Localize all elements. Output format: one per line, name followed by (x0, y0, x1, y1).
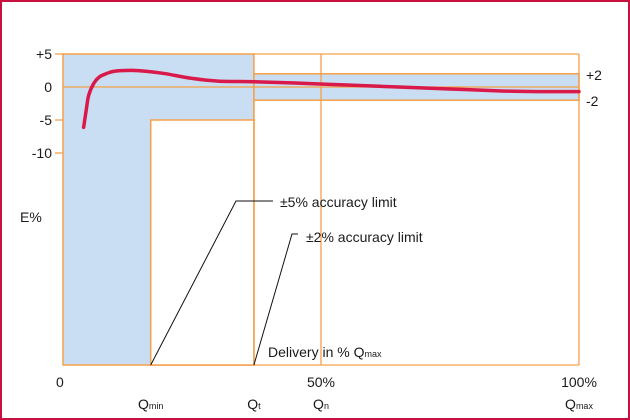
x-tick-q-label: Qmax (565, 396, 593, 412)
x-tick-q-main: Q (313, 396, 324, 412)
right-tick-label: +2 (586, 67, 602, 83)
x-tick-q-sub: min (149, 401, 164, 411)
x-tick-q-label: Qt (247, 396, 261, 412)
y-axis-label: E% (20, 209, 42, 225)
y-tick-labels: +5 0 -5 -10 (32, 46, 52, 161)
x-tick-q-label: Qn (313, 396, 329, 412)
x-tick-label: 0 (56, 374, 64, 390)
y-tick-label: -10 (32, 145, 52, 161)
x-tick-q-label: Qmin (138, 396, 163, 412)
right-tick-labels: +2 -2 (586, 67, 602, 109)
error-curve-layer (81, 68, 581, 130)
x-tick-q-main: Q (138, 396, 149, 412)
right-tick-label: -2 (586, 93, 599, 109)
x-tick-q-main: Q (247, 396, 258, 412)
grid-lines (55, 53, 580, 366)
x-axis-label: Delivery in % Qmax (268, 344, 382, 360)
leader-5pct (150, 200, 273, 366)
x-axis-label-main: Delivery in % Q (268, 344, 365, 360)
x-tick-q-sub: max (576, 401, 594, 411)
y-tick-label: 0 (44, 79, 52, 95)
error-curve (81, 68, 581, 130)
x-axis-label-sub: max (364, 349, 382, 359)
limit-5-label: ±5% accuracy limit (280, 194, 397, 210)
x-tick-q-sub: t (258, 401, 261, 411)
limit-2-label: ±2% accuracy limit (306, 229, 423, 245)
x-tick-label: 100% (561, 374, 597, 390)
x-tick-q-main: Q (565, 396, 576, 412)
x-tick-q-sub: n (324, 401, 329, 411)
band-5pct-cutout (149, 119, 255, 366)
x-tick-label: 50% (307, 374, 335, 390)
y-tick-label: +5 (36, 46, 52, 62)
y-tick-label: -5 (40, 112, 53, 128)
annotation-leaders (150, 200, 298, 366)
leader-2pct (253, 233, 298, 366)
